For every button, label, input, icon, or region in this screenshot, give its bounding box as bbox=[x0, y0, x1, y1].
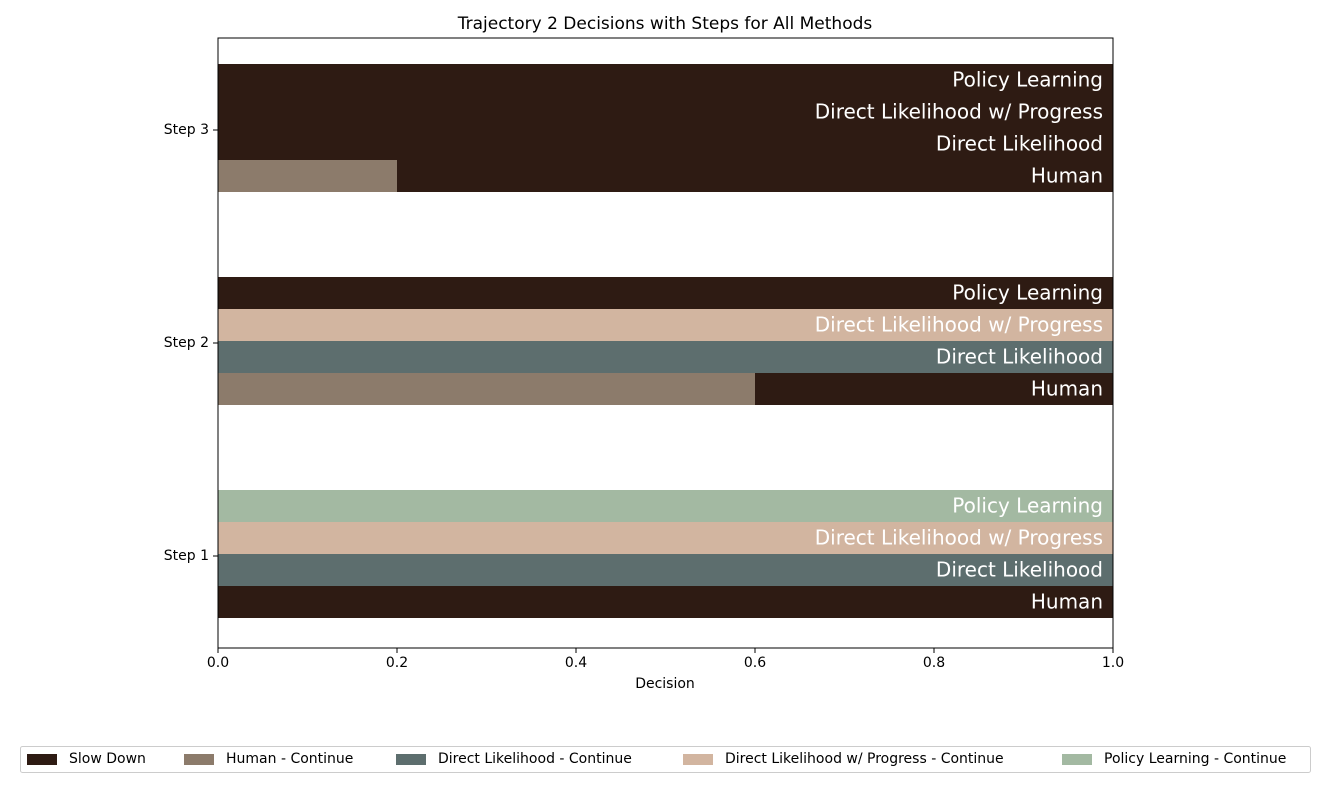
legend-label: Human - Continue bbox=[226, 751, 353, 767]
x-tick-label: 0.2 bbox=[386, 655, 408, 671]
x-tick-label: 0.0 bbox=[207, 655, 229, 671]
slow-down-segment bbox=[218, 96, 1113, 128]
x-tick-label: 0.8 bbox=[923, 655, 945, 671]
plot-frame bbox=[217, 37, 1114, 649]
continue-segment bbox=[218, 341, 1113, 373]
bar-label: Human bbox=[1031, 377, 1103, 401]
bar-label: Direct Likelihood bbox=[936, 345, 1103, 369]
slow-down-segment bbox=[218, 586, 1113, 618]
bar-label: Direct Likelihood w/ Progress bbox=[815, 526, 1103, 550]
bar-label: Direct Likelihood bbox=[936, 132, 1103, 156]
slow-down-segment bbox=[218, 277, 1113, 309]
legend-swatch bbox=[184, 754, 214, 765]
legend-label: Slow Down bbox=[69, 751, 146, 767]
legend-label: Policy Learning - Continue bbox=[1104, 751, 1286, 767]
bar-label: Policy Learning bbox=[952, 281, 1103, 305]
continue-segment bbox=[218, 160, 397, 192]
y-tick-label: Step 1 bbox=[164, 548, 209, 564]
slow-down-segment bbox=[397, 160, 1113, 192]
x-tick-label: 1.0 bbox=[1102, 655, 1124, 671]
continue-segment bbox=[218, 309, 1113, 341]
x-tick-label: 0.4 bbox=[565, 655, 587, 671]
legend-label: Direct Likelihood w/ Progress - Continue bbox=[725, 751, 1004, 767]
continue-segment bbox=[218, 373, 755, 405]
slow-down-segment bbox=[755, 373, 1113, 405]
y-tick-label: Step 2 bbox=[164, 335, 209, 351]
x-tick-label: 0.6 bbox=[744, 655, 766, 671]
legend-swatch bbox=[1062, 754, 1092, 765]
legend-box bbox=[20, 746, 1311, 773]
bar-label: Human bbox=[1031, 590, 1103, 614]
bar-label: Direct Likelihood w/ Progress bbox=[815, 313, 1103, 337]
chart-title: Trajectory 2 Decisions with Steps for Al… bbox=[457, 14, 873, 34]
legend-swatch bbox=[396, 754, 426, 765]
bar-label: Direct Likelihood w/ Progress bbox=[815, 100, 1103, 124]
legend-swatch bbox=[27, 754, 57, 765]
bar-label: Direct Likelihood bbox=[936, 558, 1103, 582]
bar-label: Policy Learning bbox=[952, 68, 1103, 92]
y-tick-label: Step 3 bbox=[164, 122, 209, 138]
slow-down-segment bbox=[218, 64, 1113, 96]
bar-label: Human bbox=[1031, 164, 1103, 188]
x-axis-label: Decision bbox=[635, 676, 695, 692]
continue-segment bbox=[218, 490, 1113, 522]
legend-swatch bbox=[683, 754, 713, 765]
continue-segment bbox=[218, 522, 1113, 554]
bar-label: Policy Learning bbox=[952, 494, 1103, 518]
continue-segment bbox=[218, 554, 1113, 586]
legend-label: Direct Likelihood - Continue bbox=[438, 751, 632, 767]
slow-down-segment bbox=[218, 128, 1113, 160]
